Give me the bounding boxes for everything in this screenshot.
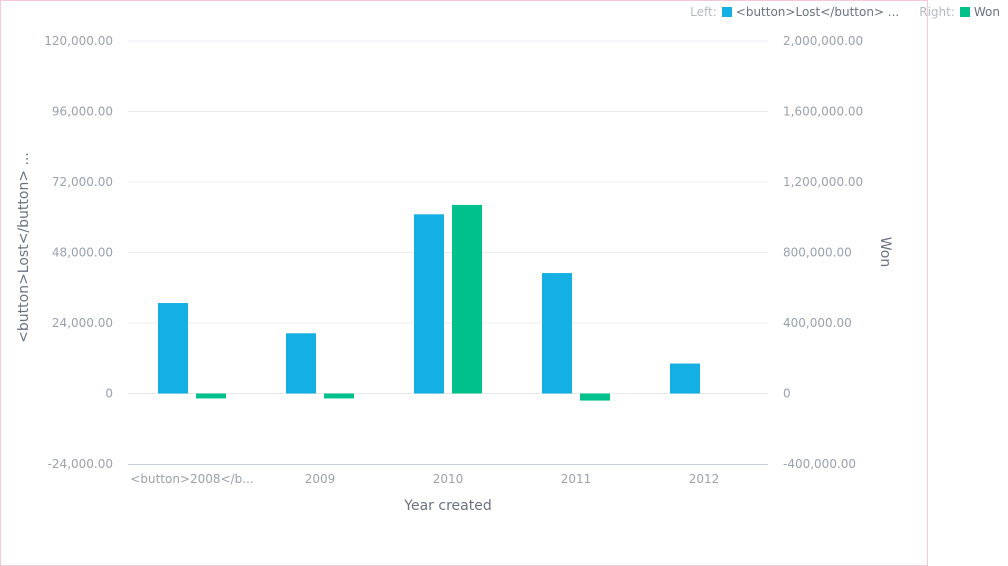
legend-right-label: Won (973, 5, 1000, 19)
x-tick-label: 2012 (689, 472, 720, 486)
legend-left-prefix: Left: (690, 5, 717, 19)
right-tick-label: 1,200,000.00 (783, 175, 863, 189)
left-tick-label: 72,000.00 (52, 175, 113, 189)
bar-lost[interactable] (414, 214, 444, 394)
legend-left-label: <button>Lost</button> ... (735, 5, 900, 19)
bar-won[interactable] (196, 393, 226, 399)
x-tick-label: 2009 (305, 472, 336, 486)
left-tick-label: 48,000.00 (52, 246, 113, 260)
x-tick-label: <button>2008</b... (130, 472, 253, 486)
bar-lost[interactable] (158, 303, 188, 394)
bars (158, 204, 700, 401)
x-tick-label: 2011 (561, 472, 592, 486)
bar-won[interactable] (324, 393, 354, 399)
x-axis-ticks: <button>2008</b... 2009 2010 2011 2012 (130, 472, 719, 486)
legend-right-group[interactable]: Right: Won (919, 5, 1000, 19)
gridlines (128, 40, 768, 394)
legend-left-group[interactable]: Left: <button>Lost</button> ... (690, 5, 899, 19)
left-tick-label: 120,000.00 (44, 34, 113, 48)
legend-right-swatch (959, 7, 970, 17)
left-tick-label: 24,000.00 (52, 316, 113, 330)
bar-won[interactable] (580, 393, 610, 401)
right-tick-label: 400,000.00 (783, 316, 852, 330)
right-axis-ticks: -400,000.00 0 400,000.00 800,000.00 1,200,00… (783, 34, 863, 471)
left-tick-label: -24,000.00 (48, 457, 113, 471)
bar-lost[interactable] (542, 273, 572, 394)
right-tick-label: 2,000,000.00 (783, 34, 863, 48)
left-tick-label: 0 (105, 387, 113, 401)
right-tick-label: 0 (783, 387, 791, 401)
bar-won[interactable] (452, 204, 482, 394)
chart-legend: Left: <button>Lost</button> ... Right: W… (670, 4, 1000, 20)
legend-left-swatch (721, 7, 732, 17)
legend-right-prefix: Right: (919, 5, 955, 19)
left-axis-title: <button>Lost</button> ... (16, 152, 32, 343)
left-axis-ticks: -24,000.00 0 24,000.00 48,000.00 72,000.00 96… (44, 34, 113, 471)
x-axis-title: Year created (403, 498, 491, 514)
right-axis-title: Won (877, 237, 893, 267)
right-tick-label: -400,000.00 (783, 457, 856, 471)
x-tick-label: 2010 (433, 472, 464, 486)
right-tick-label: 800,000.00 (783, 246, 852, 260)
bar-lost[interactable] (670, 363, 700, 394)
left-tick-label: 96,000.00 (52, 105, 113, 119)
bar-lost[interactable] (286, 333, 316, 394)
right-tick-label: 1,600,000.00 (783, 105, 863, 119)
